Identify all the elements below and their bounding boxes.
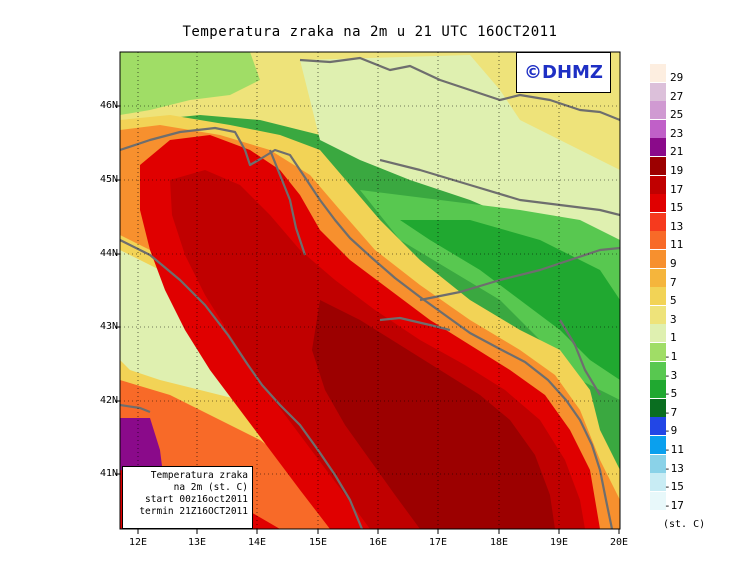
- lon-label: 18E: [489, 537, 509, 548]
- coastline: [120, 56, 620, 529]
- legend-unit: (st. C): [663, 519, 706, 530]
- legend-swatch: [650, 380, 666, 399]
- legend-label: 17: [670, 182, 684, 196]
- legend-swatch: [650, 194, 666, 213]
- legend-label: 15: [670, 201, 684, 215]
- lon-label: 15E: [308, 537, 328, 548]
- inland-lightgreen-band: [300, 55, 620, 250]
- legend-swatch: [650, 361, 666, 380]
- lon-label: 20E: [609, 537, 629, 548]
- interior-darkgreen: [400, 220, 620, 380]
- legend-label: 3: [670, 312, 677, 326]
- info-line: na 2m (st. C): [173, 482, 248, 493]
- legend-swatch: [650, 268, 666, 287]
- legend-swatch: [650, 138, 666, 157]
- legend-swatch: [650, 250, 666, 268]
- lon-label: 12E: [128, 537, 148, 548]
- dhmz-logo: ©DHMZ: [516, 52, 611, 93]
- plot-frame: [119, 51, 621, 530]
- legend-label: -3: [664, 368, 678, 382]
- lat-label: 45N: [99, 174, 118, 185]
- legend-label: -9: [664, 424, 678, 438]
- info-line: termin 21Z16OCT2011: [139, 506, 248, 517]
- legend-swatch: [650, 491, 666, 510]
- legend-swatch: [650, 231, 666, 250]
- legend-label: -11: [664, 443, 684, 456]
- lon-label: 16E: [368, 537, 388, 548]
- lat-label: 44N: [99, 248, 118, 259]
- info-line: Temperatura zraka: [150, 470, 248, 481]
- legend-swatch: [650, 473, 666, 492]
- legend-swatch: [650, 343, 666, 361]
- legend-swatch: [650, 119, 666, 138]
- legend-label: 13: [670, 219, 684, 233]
- legend-label: 9: [670, 257, 677, 270]
- adriatic-deep: [312, 300, 555, 529]
- legend-label: -13: [664, 461, 684, 475]
- info-line: start 00z16oct2011: [145, 494, 248, 505]
- legend-label: 7: [670, 275, 677, 289]
- legend-label: 27: [670, 89, 684, 103]
- legend-label: 21: [670, 145, 684, 159]
- lat-label: 43N: [99, 321, 118, 332]
- lon-label: 13E: [187, 537, 207, 548]
- legend-swatch: [650, 157, 666, 175]
- legend-swatch: [650, 324, 666, 343]
- legend-swatch: [650, 398, 666, 417]
- lon-label: 19E: [549, 537, 569, 548]
- legend-label: -7: [664, 405, 678, 419]
- legend-swatch: [650, 212, 666, 231]
- legend-swatch: [650, 82, 666, 101]
- lat-label: 46N: [99, 100, 118, 111]
- legend-label: 25: [670, 108, 684, 122]
- lat-label: 41N: [99, 468, 118, 479]
- legend-label: -1: [664, 350, 678, 363]
- legend-label: 1: [670, 331, 677, 345]
- legend-swatch: [650, 175, 666, 194]
- legend-swatch: [650, 287, 666, 306]
- legend-swatch: [650, 101, 666, 120]
- northwest-green: [120, 52, 260, 115]
- legend-label: 11: [670, 238, 684, 252]
- legend-swatch: [650, 417, 666, 436]
- legend-label: -15: [664, 480, 684, 494]
- graticule: [120, 52, 620, 529]
- legend-label: 5: [670, 294, 677, 308]
- legend-label: 19: [670, 164, 684, 177]
- legend-label: 23: [670, 126, 684, 140]
- lon-label: 14E: [247, 537, 267, 548]
- legend-label: -5: [664, 387, 678, 401]
- map-title: Temperatura zraka na 2m u 21 UTC 16OCT20…: [182, 24, 558, 40]
- legend-swatch: [650, 454, 666, 473]
- legend-swatch: [650, 64, 666, 82]
- legend-label: 29: [670, 71, 684, 84]
- legend-label: -17: [664, 498, 684, 512]
- legend-swatch: [650, 305, 666, 324]
- lon-label: 17E: [428, 537, 448, 548]
- lat-label: 42N: [99, 395, 118, 406]
- legend-swatch: [650, 436, 666, 454]
- axis-ticks: [115, 105, 620, 534]
- info-box: Temperatura zraka na 2m (st. C) start 00…: [122, 466, 253, 529]
